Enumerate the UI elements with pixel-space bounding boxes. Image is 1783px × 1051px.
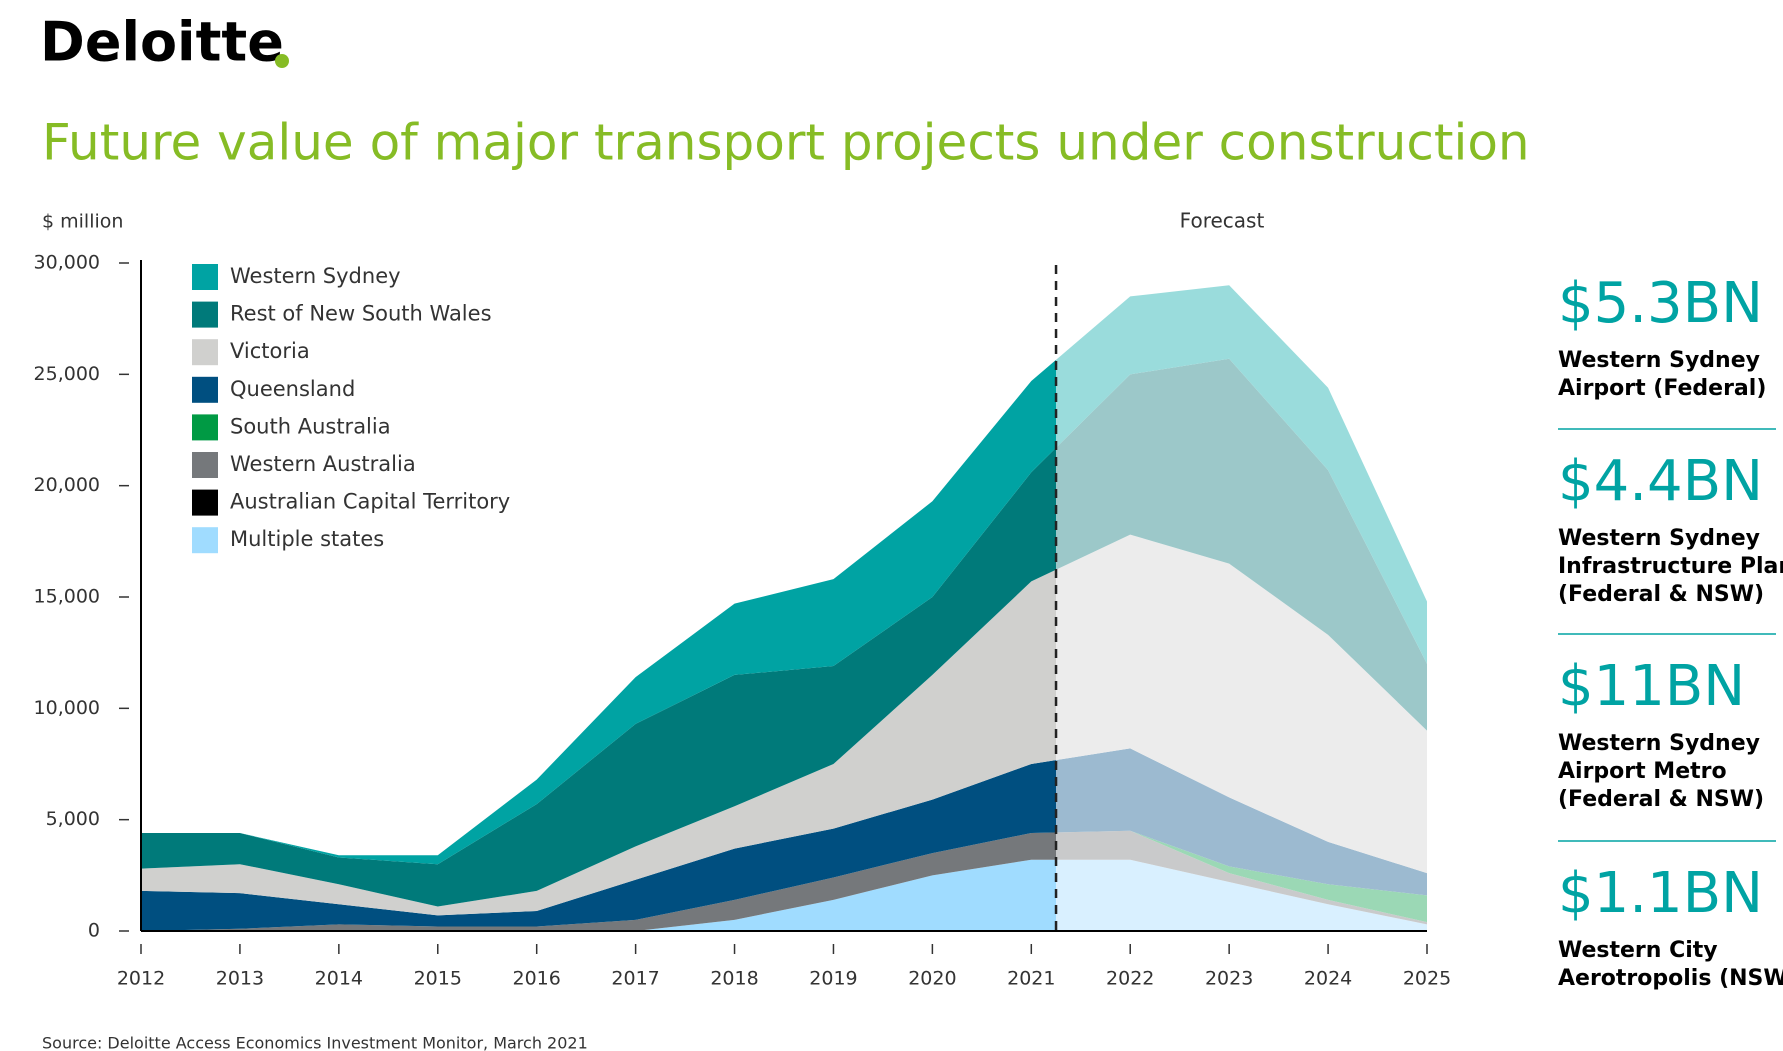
area bbox=[141, 830, 1427, 931]
legend-label: Victoria bbox=[230, 339, 310, 363]
highlight-label: (Federal & NSW) bbox=[1558, 787, 1764, 812]
source-note: Source: Deloitte Access Economics Invest… bbox=[42, 1034, 588, 1051]
area bbox=[141, 534, 1427, 916]
legend-label: Western Australia bbox=[230, 452, 416, 476]
axes: 0 5,000 10,000 15,000 20,000 25,000 30,000 2012… bbox=[34, 252, 1452, 990]
highlight-value: $1.1BN bbox=[1558, 861, 1763, 926]
legend-label: South Australia bbox=[230, 414, 391, 438]
y-tick-label: 25,000 bbox=[34, 363, 100, 385]
x-tick-label: 2013 bbox=[216, 968, 264, 990]
highlight-label: Western Sydney bbox=[1558, 348, 1760, 373]
highlight-label: Western Sydney bbox=[1558, 731, 1760, 756]
legend-swatch bbox=[192, 489, 218, 516]
legend-swatch bbox=[192, 527, 218, 554]
highlight-value: $5.3BN bbox=[1558, 271, 1763, 336]
x-tick-label: 2019 bbox=[809, 968, 857, 990]
x-tick-label: 2025 bbox=[1403, 968, 1451, 990]
highlight-label: Airport Metro bbox=[1558, 759, 1727, 784]
highlight-value: $11BN bbox=[1558, 654, 1745, 719]
y-tick-label: 0 bbox=[88, 920, 100, 942]
legend-label: Australian Capital Territory bbox=[230, 490, 510, 514]
x-tick-label: 2018 bbox=[710, 968, 758, 990]
area bbox=[141, 748, 1427, 931]
legend-label: Multiple states bbox=[230, 527, 384, 551]
legend-swatch bbox=[192, 301, 218, 328]
y-tick-label: 5,000 bbox=[46, 808, 100, 830]
highlight-label: Western City bbox=[1558, 938, 1718, 963]
legend-swatch bbox=[192, 339, 218, 366]
legend-swatch bbox=[192, 376, 218, 403]
x-tick-label: 2012 bbox=[117, 968, 165, 990]
legend-swatch bbox=[192, 452, 218, 478]
area bbox=[141, 358, 1427, 907]
x-tick-label: 2017 bbox=[611, 968, 659, 990]
x-tick-label: 2015 bbox=[414, 968, 462, 990]
x-tick-label: 2024 bbox=[1304, 968, 1352, 990]
chart-title: Future value of major transport projects… bbox=[42, 114, 1530, 172]
x-tick-label: 2020 bbox=[908, 968, 956, 990]
x-tick-label: 2021 bbox=[1007, 968, 1055, 990]
y-tick-label: 10,000 bbox=[34, 697, 100, 719]
x-tick-label: 2022 bbox=[1106, 968, 1154, 990]
legend: Western Sydney Rest of New South Wales Vic… bbox=[192, 264, 510, 554]
x-tick-label: 2023 bbox=[1205, 968, 1253, 990]
y-tick-label: 15,000 bbox=[34, 586, 100, 608]
highlight-label: Infrastructure Plan bbox=[1558, 554, 1783, 579]
y-tick-label: 30,000 bbox=[34, 252, 100, 274]
forecast-label: Forecast bbox=[1180, 209, 1265, 233]
area bbox=[141, 859, 1427, 931]
legend-label: Rest of New South Wales bbox=[230, 302, 492, 326]
logo: Deloitte bbox=[40, 11, 284, 74]
legend-label: Queensland bbox=[230, 377, 355, 401]
highlights: $5.3BN Western Sydney Airport (Federal) $4.… bbox=[1558, 271, 1783, 991]
highlight-label: Western Sydney bbox=[1558, 526, 1760, 551]
highlight-label: Aerotropolis (NSW) bbox=[1558, 966, 1783, 991]
y-axis-label: $ million bbox=[42, 211, 123, 233]
y-tick-label: 20,000 bbox=[34, 474, 100, 496]
x-tick-label: 2016 bbox=[513, 968, 561, 990]
logo-dot bbox=[275, 54, 289, 68]
areas bbox=[141, 285, 1427, 931]
highlight-label: Airport (Federal) bbox=[1558, 376, 1766, 401]
legend-swatch bbox=[192, 264, 218, 290]
highlight-label: (Federal & NSW) bbox=[1558, 582, 1764, 607]
highlight-value: $4.4BN bbox=[1558, 449, 1763, 514]
x-tick-label: 2014 bbox=[315, 968, 363, 990]
legend-swatch bbox=[192, 414, 218, 441]
legend-label: Western Sydney bbox=[230, 264, 401, 288]
